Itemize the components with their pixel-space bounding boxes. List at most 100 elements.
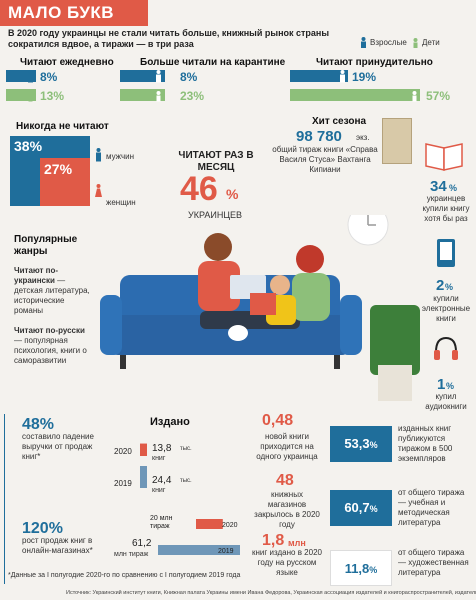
quarantine-title: Больше читали на карантине [140, 57, 286, 68]
books-year-label: 2020 [114, 447, 132, 456]
genre-ukr-rest: — детская литература, исторические роман… [14, 276, 90, 315]
quarantine-kids-pct: 23% [180, 89, 205, 103]
legend-adults: Взрослые [360, 37, 407, 48]
legend-kids-label: Дети [422, 38, 440, 47]
hit-title: Хит сезона [312, 116, 367, 127]
audio-text: купил аудиокниги [425, 392, 467, 411]
paper-text: украинцев купили книгу хотя бы раз [422, 194, 470, 223]
family-reading-illustration [100, 215, 420, 401]
woman-icon [95, 184, 102, 197]
child-icon [28, 91, 33, 102]
genres-title: Популярные жанры [14, 234, 78, 257]
headphones-icon [434, 336, 458, 360]
adult-icon [340, 70, 345, 83]
s3-unit: млн [288, 538, 306, 548]
books-bar [140, 466, 147, 488]
child-book-icon [250, 293, 276, 315]
daily-title: Читают ежедневно [20, 57, 114, 68]
ebook-icon [437, 239, 455, 267]
r1-badge: 53,3% [330, 426, 392, 462]
never-women-square [40, 158, 90, 206]
wall-clock-icon [347, 215, 389, 246]
audio-pct: 1 [437, 376, 446, 393]
quarantine-adults-pct: 8% [180, 70, 198, 84]
s3-value: 1,8 [262, 532, 285, 549]
never-women-label: женщин [106, 198, 136, 207]
drop-text: составило падение выручки от продаж книг… [22, 432, 94, 461]
r1-value: 53,3 [344, 436, 370, 451]
hit-unit: экз. [356, 133, 370, 142]
man-head [204, 233, 232, 261]
adult-icon [28, 70, 33, 83]
child-icon [412, 91, 417, 102]
r1-unit: % [369, 440, 378, 450]
never-men-label: мужчин [106, 152, 134, 161]
r1-text: изданных книг публикуются тиражом в 500 … [398, 424, 453, 463]
run-2020-suffix-label: тираж [150, 523, 170, 530]
never-title: Никогда не читают [16, 121, 109, 132]
footnote: *Данные за I полугодие 2020-го по сравне… [8, 572, 241, 579]
adult-icon [361, 37, 366, 48]
books-year-label: 2019 [114, 479, 132, 488]
paper-pct-unit: % [449, 183, 458, 193]
genre-ukr: Читают по-украински — детская литература… [14, 266, 90, 316]
forced-adults-pct: 19% [352, 70, 377, 84]
legend-kids: Дети [412, 37, 440, 48]
books-unit-label: тыс. [180, 446, 192, 452]
r3-badge: 11,8% [330, 550, 392, 586]
quarantine-adults-bar [120, 70, 165, 82]
never-women-pct: 27% [44, 161, 73, 177]
r3-value: 11,8 [344, 561, 370, 576]
run-year-label: 2019 [218, 548, 234, 555]
child-icon [156, 91, 161, 102]
daily-adults-pct: 8% [40, 70, 58, 84]
run-2020-value-label: 20 млн [150, 515, 173, 522]
published-chart: 2020 13,8 тыс. книг 2019 24,4 тыс. книг 20 млнти… [114, 443, 240, 558]
cat-icon [228, 325, 248, 341]
r2-badge: 60,7% [330, 490, 392, 526]
s3-text: книг издано в 2020 году на русском языке [252, 548, 322, 577]
ebook-text: купили электронные книги [421, 294, 471, 323]
hit-desc: общий тираж книги «Справа Василя Стуса» … [272, 145, 378, 174]
hit-number: 98 780 [296, 128, 342, 145]
run-bar [196, 519, 223, 529]
books-unit-label: тыс. [180, 478, 192, 484]
quarantine-kids-bar [120, 89, 165, 101]
run-2019-value-label: 61,2 [132, 538, 152, 549]
monthly-label: ЧИТАЮТ РАЗ В МЕСЯЦ [178, 150, 254, 173]
run-bar [158, 545, 240, 555]
paper-pct: 34 [430, 178, 447, 195]
growth-pct: 120% [22, 520, 63, 537]
plant-icon [370, 305, 420, 375]
s1-text: новой книги приходится на одного украинц… [256, 432, 318, 461]
divider [4, 414, 5, 584]
never-men-pct: 38% [14, 138, 43, 154]
source-note: Источник: Украинский институт книги, Кни… [66, 590, 476, 596]
run-2019-unit-label: млн тираж [114, 551, 149, 558]
child-head [270, 275, 290, 295]
forced-kids-pct: 57% [426, 89, 451, 103]
r2-text: от общего тиража — учебная и методическа… [398, 488, 465, 527]
s2-text: книжных магазинов закрылось в 2020 году [254, 490, 320, 529]
monthly-caption: УКРАИНЦЕВ [188, 210, 242, 220]
woman-head [296, 245, 324, 273]
forced-adults-bar [290, 70, 348, 82]
books-value-label: 13,8 [152, 443, 172, 454]
audio-pct-unit: % [446, 381, 455, 391]
books-bar [140, 443, 147, 456]
ebook-pct: 2 [436, 277, 445, 294]
adult-icon [156, 70, 161, 83]
r3-unit: % [369, 565, 378, 575]
books-suffix-label: книг [152, 487, 166, 494]
child-icon [413, 38, 418, 48]
genre-ukr-lead: Читают по-украински [14, 266, 59, 285]
growth-text: рост продаж книг в онлайн-магазинах* [22, 536, 93, 555]
forced-title: Читают принудительно [316, 57, 433, 68]
r2-unit: % [369, 504, 378, 514]
s2-value: 48 [276, 472, 294, 489]
books-value-label: 24,4 [152, 475, 172, 486]
genre-rus-rest: — популярная психология, книги о самораз… [14, 336, 87, 365]
s1-value: 0,48 [262, 412, 294, 429]
genre-rus-lead: Читают по-русски [14, 326, 85, 335]
monthly-unit: % [226, 186, 239, 202]
